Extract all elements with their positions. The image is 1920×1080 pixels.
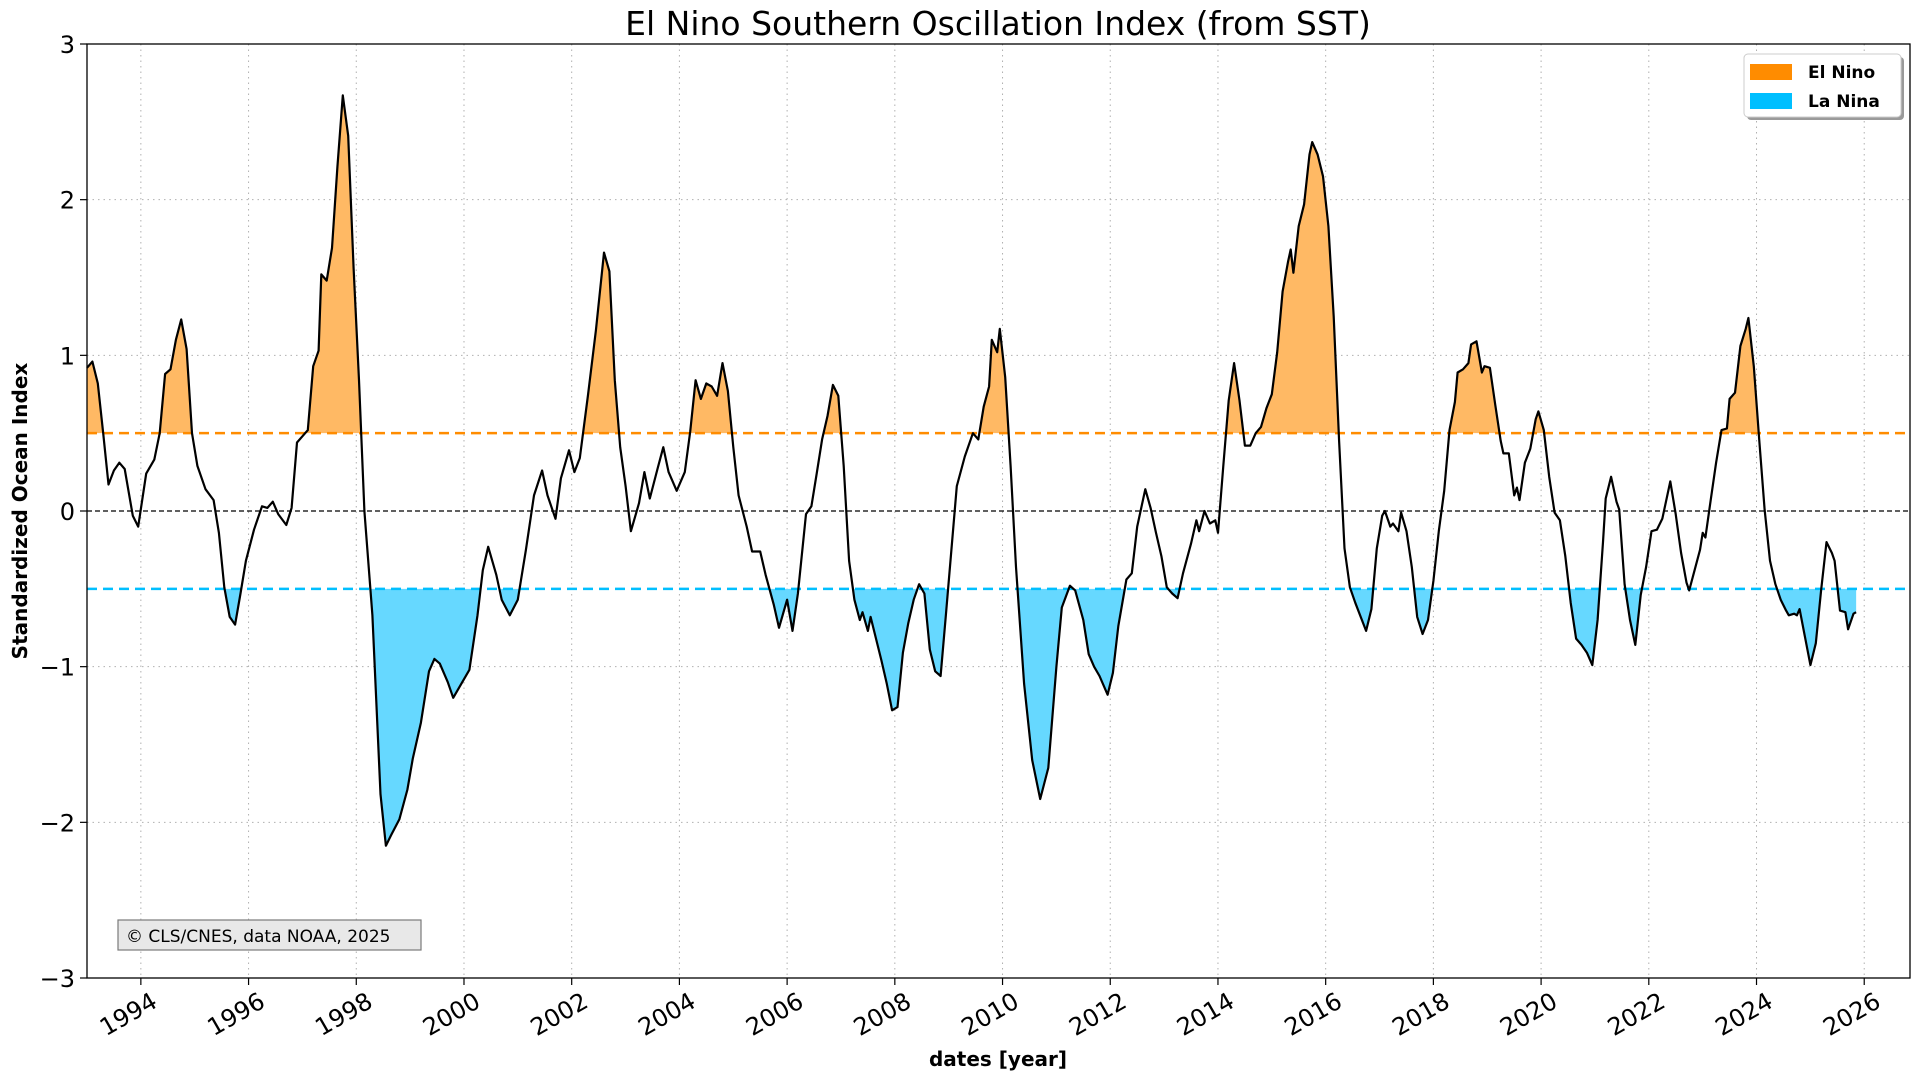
x-tick-label: 2022 [1603,987,1670,1042]
el-nino-fill [823,384,842,434]
la-nina-fill [1625,588,1642,645]
y-axis-ticks: −3 −2 −1 0 1 2 3 [40,31,87,993]
la-nina-fill [499,588,520,616]
la-nina-fill [1569,588,1600,666]
la-nina-fill [1017,588,1069,799]
y-tick-label: 3 [60,31,75,59]
la-nina-fill [370,588,481,846]
la-nina-fill [1073,588,1125,695]
el-nino-fill [1720,317,1759,434]
el-nino-fill [159,319,193,434]
x-axis-ticks: 1994 1996 1998 2000 2002 2004 2006 2008 2010 2012… [95,978,1885,1042]
x-tick-label: 2012 [1064,987,1131,1042]
x-axis-label: dates [year] [929,1047,1067,1071]
x-tick-label: 2010 [957,987,1024,1042]
y-tick-label: 1 [60,342,75,370]
enso-index-line [86,94,1857,847]
el-nino-fill [979,328,1009,434]
y-tick-label: −1 [40,654,75,682]
x-tick-label: 2004 [634,987,701,1042]
chart-title: El Nino Southern Oscillation Index (from… [625,4,1371,43]
x-tick-label: 2016 [1280,987,1347,1042]
legend-swatch-la-nina [1750,93,1792,109]
threshold-lines [87,431,1910,591]
la-nina-fill [224,588,242,625]
el-nino-fill [1226,363,1244,434]
y-tick-label: 2 [60,187,75,215]
x-tick-label: 2002 [526,987,593,1042]
el-nino-fill [1449,341,1500,434]
y-tick-label: −2 [40,809,75,837]
copyright-text: © CLS/CNES, data NOAA, 2025 [126,927,391,947]
x-tick-label: 2018 [1387,987,1454,1042]
index-line-layer [86,94,1857,847]
x-tick-label: 2006 [741,987,808,1042]
la-nina-fill [852,588,918,711]
el-nino-fill [1255,142,1339,434]
x-tick-label: 2020 [1495,987,1562,1042]
la-nina-fill [1414,588,1433,634]
x-tick-label: 2000 [418,987,485,1042]
el-nino-fill [1533,411,1545,434]
el-nino-fill [689,363,732,434]
el-nino-fill [87,361,104,434]
x-tick-label: 1994 [95,987,162,1042]
y-axis-label: Standardized Ocean Index [8,363,32,660]
x-tick-label: 2026 [1818,987,1885,1042]
x-tick-label: 2008 [849,987,916,1042]
x-tick-label: 2014 [1172,987,1239,1042]
legend-label-la-nina: La Nina [1808,92,1880,112]
y-tick-label: 0 [60,498,75,526]
la-nina-fill [1776,588,1822,666]
legend-swatch-el-nino [1750,64,1792,80]
x-tick-label: 1996 [203,987,270,1042]
legend: El Nino La Nina [1743,53,1904,120]
x-tick-label: 2024 [1711,987,1778,1042]
y-tick-label: −3 [40,965,75,993]
fill-areas [87,95,1857,846]
x-tick-label: 1998 [310,987,377,1042]
copyright-annotation: © CLS/CNES, data NOAA, 2025 [117,919,422,951]
copyright-box [117,919,422,951]
la-nina-fill [1350,588,1374,631]
legend-label-el-nino: El Nino [1808,63,1875,83]
